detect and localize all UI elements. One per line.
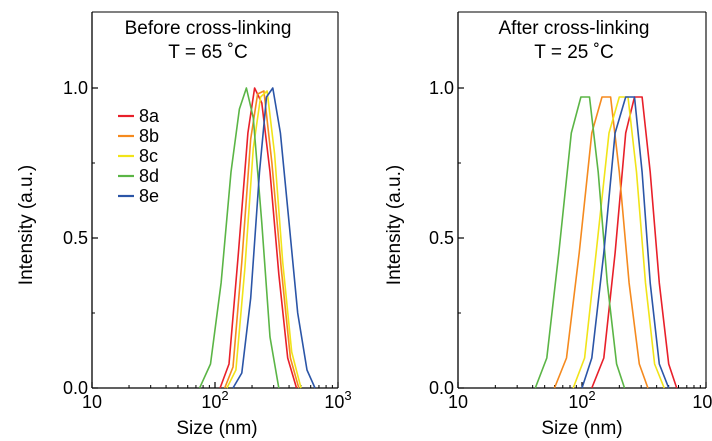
y-axis-label: Intensity (a.u.) [16,165,37,285]
series-line-8a [219,87,298,389]
x-tick-label: 103 [692,388,712,412]
chart-subtitle: T = 25 ˚C [534,42,613,63]
x-axis-label: Size (nm) [176,418,257,439]
legend-label-8c: 8c [139,146,158,166]
legend-label-8d: 8d [139,166,159,186]
y-tick-label: 0.5 [429,228,454,248]
series-line-8b [553,96,649,389]
x-tick-label: 102 [568,388,595,412]
y-tick-label: 0.0 [63,378,88,398]
series-line-8d [534,96,626,389]
legend-label-8e: 8e [139,186,159,206]
y-tick-label: 0.0 [429,378,454,398]
legend-label-8b: 8b [139,126,159,146]
chart-subtitle: T = 65 ˚C [168,42,247,63]
legend-label-8a: 8a [139,106,160,126]
series-line-8c [572,96,665,389]
x-tick-label: 103 [324,388,351,412]
y-tick-label: 0.5 [63,228,88,248]
x-tick-label: 102 [201,388,228,412]
series-line-8e [581,96,670,389]
x-tick-label: 10 [448,392,468,412]
x-axis-label: Size (nm) [541,418,622,439]
chart-title: After cross-linking [499,18,650,39]
chart-panel-before: Before cross-linking T = 65 ˚C Intensity… [16,11,352,439]
series-line-8b [223,90,300,389]
chart-panel-after: After cross-linking T = 25 ˚C Intensity … [384,11,712,439]
x-tick-label: 10 [82,392,102,412]
chart-title: Before cross-linking [125,18,292,39]
series-line-8d [198,87,280,389]
series-line-8c [226,90,302,389]
y-tick-label: 1.0 [429,78,454,98]
y-axis-label: Intensity (a.u.) [384,165,405,285]
series-line-8e [232,87,316,389]
y-tick-label: 1.0 [63,78,88,98]
